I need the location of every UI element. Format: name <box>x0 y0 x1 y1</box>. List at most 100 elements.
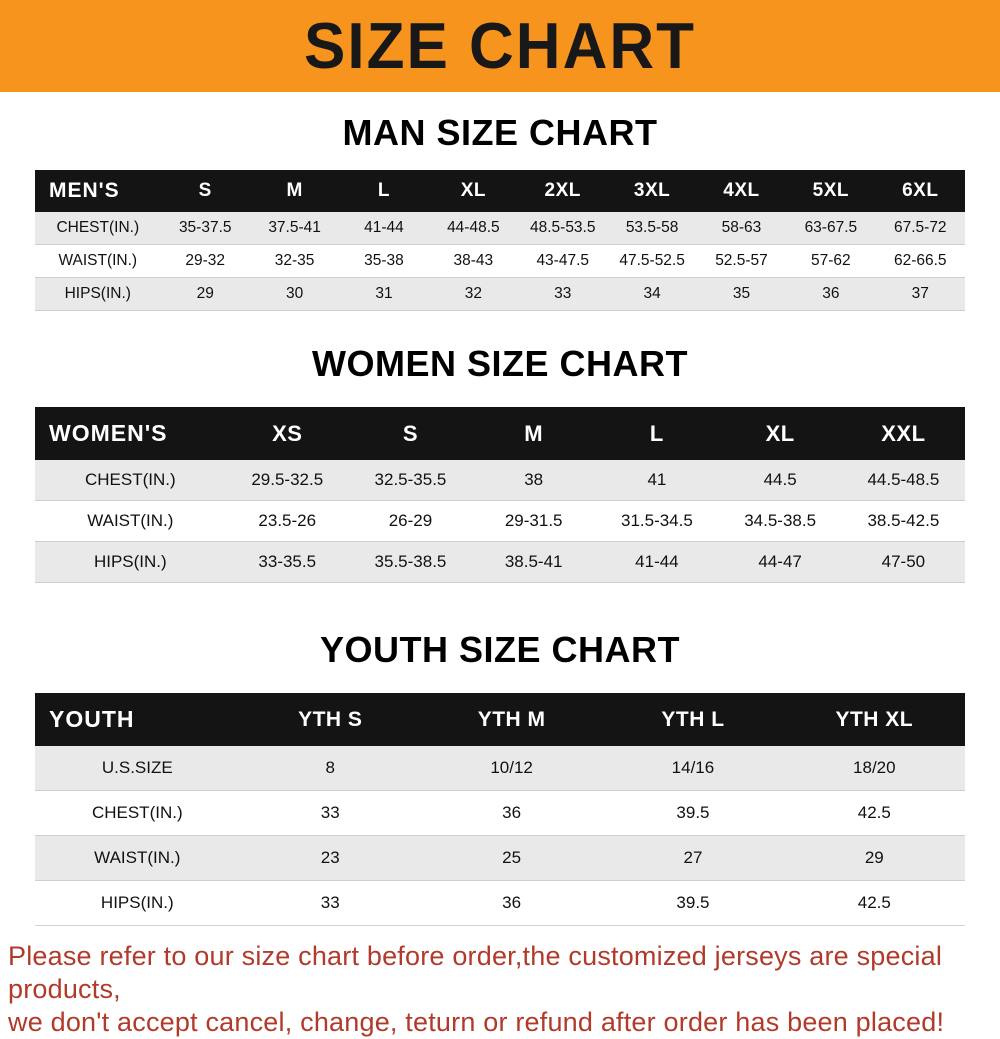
size-column-header: YTH M <box>420 693 603 746</box>
table-row: WAIST(IN.) 23.5-26 26-29 29-31.5 31.5-34.5 34… <box>35 500 965 542</box>
row-label: HIPS(IN.) <box>35 880 240 926</box>
size-column-header: M <box>472 407 596 460</box>
size-value: 26-29 <box>348 500 473 542</box>
size-value: 25 <box>420 835 603 881</box>
size-value: 47-50 <box>841 541 965 583</box>
size-value: 35-37.5 <box>160 212 250 245</box>
women-section-title: WOMEN SIZE CHART <box>312 343 688 384</box>
size-value: 41 <box>595 460 719 501</box>
size-value: 34 <box>607 277 697 311</box>
men-size-section: MAN SIZE CHART MEN'S S M L XL 2XL 3XL 4XL 5XL 6XL… <box>0 112 1000 311</box>
disclaimer: Please refer to our size chart before or… <box>0 940 1000 1039</box>
size-value: 35.5-38.5 <box>348 541 473 583</box>
row-label: CHEST(IN.) <box>35 790 240 836</box>
size-value: 36 <box>420 880 603 926</box>
size-value: 37.5-41 <box>249 212 340 245</box>
size-value: 33-35.5 <box>225 541 349 583</box>
size-value: 62-66.5 <box>875 244 965 278</box>
table-row: WAIST(IN.) 23 25 27 29 <box>35 835 965 881</box>
size-value: 29.5-32.5 <box>225 460 349 501</box>
size-value: 38-43 <box>428 244 519 278</box>
size-value: 41-44 <box>339 212 429 245</box>
table-corner-label: YOUTH <box>35 693 240 746</box>
size-column-header: S <box>160 170 250 212</box>
size-value: 34.5-38.5 <box>718 500 842 542</box>
size-value: 52.5-57 <box>696 244 787 278</box>
size-value: 23 <box>239 835 421 881</box>
table-row: HIPS(IN.) 33-35.5 35.5-38.5 38.5-41 41-44 44-… <box>35 541 965 583</box>
size-column-header: XS <box>225 407 349 460</box>
size-value: 29 <box>783 835 965 881</box>
size-column-header: YTH XL <box>783 693 965 746</box>
size-value: 18/20 <box>783 746 965 791</box>
youth-size-section: YOUTH SIZE CHART YOUTH YTH S YTH M YTH L YTH… <box>0 629 1000 926</box>
size-value: 32 <box>428 277 519 311</box>
size-value: 27 <box>602 835 784 881</box>
size-column-header: 2XL <box>518 170 608 212</box>
table-row: CHEST(IN.) 35-37.5 37.5-41 41-44 44-48.5 48.5… <box>35 212 965 245</box>
row-label: WAIST(IN.) <box>35 244 161 278</box>
men-size-table: MEN'S S M L XL 2XL 3XL 4XL 5XL 6XL CHEST(IN.) 35-37… <box>35 170 965 311</box>
size-value: 42.5 <box>783 880 965 926</box>
women-size-section: WOMEN SIZE CHART WOMEN'S XS S M L XL XXL CHEST(… <box>0 343 1000 583</box>
size-value: 32-35 <box>249 244 340 278</box>
size-column-header: 6XL <box>875 170 965 212</box>
size-value: 36 <box>786 277 876 311</box>
size-column-header: S <box>348 407 473 460</box>
size-value: 41-44 <box>595 541 719 583</box>
size-value: 44.5 <box>718 460 842 501</box>
size-value: 31 <box>339 277 429 311</box>
size-column-header: 5XL <box>786 170 876 212</box>
size-value: 39.5 <box>602 880 784 926</box>
size-value: 58-63 <box>696 212 787 245</box>
size-value: 44-47 <box>718 541 842 583</box>
size-value: 33 <box>518 277 608 311</box>
size-value: 23.5-26 <box>225 500 349 542</box>
table-row: CHEST(IN.) 29.5-32.5 32.5-35.5 38 41 44.5 44.5… <box>35 460 965 501</box>
size-value: 38.5-42.5 <box>841 500 965 542</box>
size-value: 47.5-52.5 <box>607 244 697 278</box>
size-column-header: YTH S <box>239 693 421 746</box>
size-column-header: M <box>249 170 340 212</box>
size-value: 67.5-72 <box>875 212 965 245</box>
row-label: WAIST(IN.) <box>35 500 226 542</box>
size-value: 29 <box>160 277 250 311</box>
row-label: HIPS(IN.) <box>35 541 226 583</box>
table-row: U.S.SIZE 8 10/12 14/16 18/20 <box>35 746 965 791</box>
table-row: HIPS(IN.) 33 36 39.5 42.5 <box>35 880 965 926</box>
size-value: 36 <box>420 790 603 836</box>
table-corner-label: WOMEN'S <box>35 407 226 460</box>
row-label: CHEST(IN.) <box>35 212 161 245</box>
table-row: WAIST(IN.) 29-32 32-35 35-38 38-43 43-47.5 47.… <box>35 244 965 278</box>
size-value: 39.5 <box>602 790 784 836</box>
size-value: 42.5 <box>783 790 965 836</box>
size-value: 8 <box>239 746 421 791</box>
size-value: 44-48.5 <box>428 212 519 245</box>
size-column-header: 4XL <box>696 170 787 212</box>
size-column-header: XL <box>718 407 842 460</box>
size-value: 63-67.5 <box>786 212 876 245</box>
header-row: YOUTH YTH S YTH M YTH L YTH XL <box>35 693 965 746</box>
size-value: 33 <box>239 790 421 836</box>
size-column-header: 3XL <box>607 170 697 212</box>
size-column-header: L <box>595 407 719 460</box>
disclaimer-line-1: Please refer to our size chart before or… <box>8 941 943 1004</box>
size-value: 32.5-35.5 <box>348 460 473 501</box>
size-value: 53.5-58 <box>607 212 697 245</box>
table-row: HIPS(IN.) 29 30 31 32 33 34 35 36 37 <box>35 277 965 311</box>
page-title: SIZE CHART <box>304 9 696 83</box>
header-row: MEN'S S M L XL 2XL 3XL 4XL 5XL 6XL <box>35 170 965 212</box>
size-column-header: XL <box>428 170 519 212</box>
size-value: 38 <box>472 460 596 501</box>
header-row: WOMEN'S XS S M L XL XXL <box>35 407 965 460</box>
size-column-header: YTH L <box>602 693 784 746</box>
size-value: 44.5-48.5 <box>841 460 965 501</box>
row-label: CHEST(IN.) <box>35 460 226 501</box>
size-value: 10/12 <box>420 746 603 791</box>
youth-size-table: YOUTH YTH S YTH M YTH L YTH XL U.S.SIZE 8 10/12… <box>35 693 965 926</box>
size-column-header: XXL <box>841 407 965 460</box>
women-size-table: WOMEN'S XS S M L XL XXL CHEST(IN.) 29.5-32.5 32.5… <box>35 407 965 583</box>
size-value: 29-32 <box>160 244 250 278</box>
youth-section-title: YOUTH SIZE CHART <box>319 629 680 670</box>
size-value: 37 <box>875 277 965 311</box>
